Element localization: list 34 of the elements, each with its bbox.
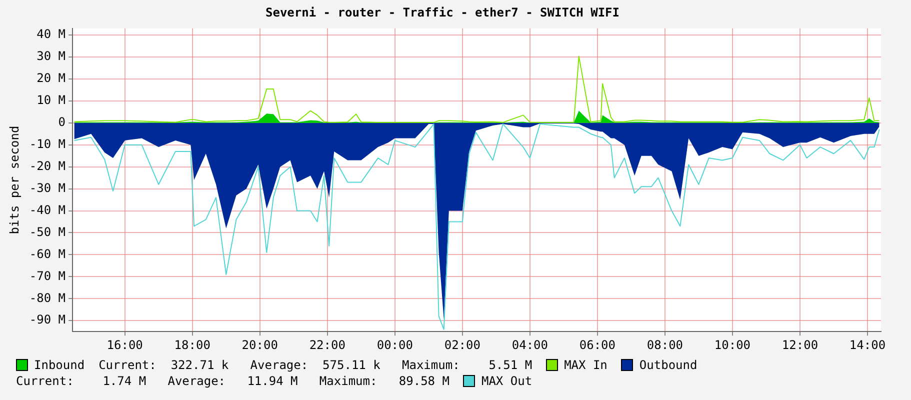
y-tick-label: -90 M	[29, 312, 66, 327]
y-tick-label: 10 M	[36, 93, 66, 108]
y-tick-label: 40 M	[36, 27, 66, 42]
y-tick-label: -80 M	[29, 290, 66, 305]
legend-label: Outbound	[639, 358, 698, 372]
y-tick-label: -60 M	[29, 246, 66, 261]
y-tick-label: 20 M	[36, 71, 66, 86]
x-tick-label: 10:00	[714, 338, 751, 352]
x-tick-label: 14:00	[849, 338, 886, 352]
text: Current: 322.71 k Average: 575.11 k Maximum: 5.51 M	[98, 358, 532, 372]
text: Current: 1.74 M Average: 11.94 M Maximum: 89.58 M	[16, 374, 450, 388]
x-tick-label: 22:00	[309, 338, 346, 352]
y-tick-label: -50 M	[29, 224, 66, 239]
y-tick-label: -70 M	[29, 268, 66, 283]
x-tick-label: 06:00	[579, 338, 616, 352]
x-tick-label: 12:00	[782, 338, 818, 352]
x-tick-label: 00:00	[376, 338, 413, 352]
y-tick-label: 30 M	[36, 49, 66, 64]
x-tick-label: 02:00	[444, 338, 480, 352]
y-axis-title: bits per second	[7, 126, 22, 234]
x-tick-label: 04:00	[512, 338, 548, 352]
y-tick-label: 0	[58, 115, 66, 129]
y-tick-label: -10 M	[29, 136, 66, 151]
x-tick-label: 18:00	[174, 338, 210, 352]
x-tick-label: 08:00	[646, 338, 684, 352]
legend-label: MAX In	[564, 358, 608, 372]
chart-title: Severni - router - Traffic - ether7 - SWITCH WIFI	[265, 5, 620, 20]
x-tick-label: 20:00	[242, 338, 278, 352]
y-tick-label: -30 M	[29, 180, 66, 195]
legend-label: MAX Out	[481, 374, 532, 388]
y-tick-label: -20 M	[29, 158, 66, 173]
legend-label: Inbound	[34, 358, 85, 372]
y-tick-label: -40 M	[29, 202, 66, 217]
x-tick-label: 16:00	[106, 338, 143, 352]
